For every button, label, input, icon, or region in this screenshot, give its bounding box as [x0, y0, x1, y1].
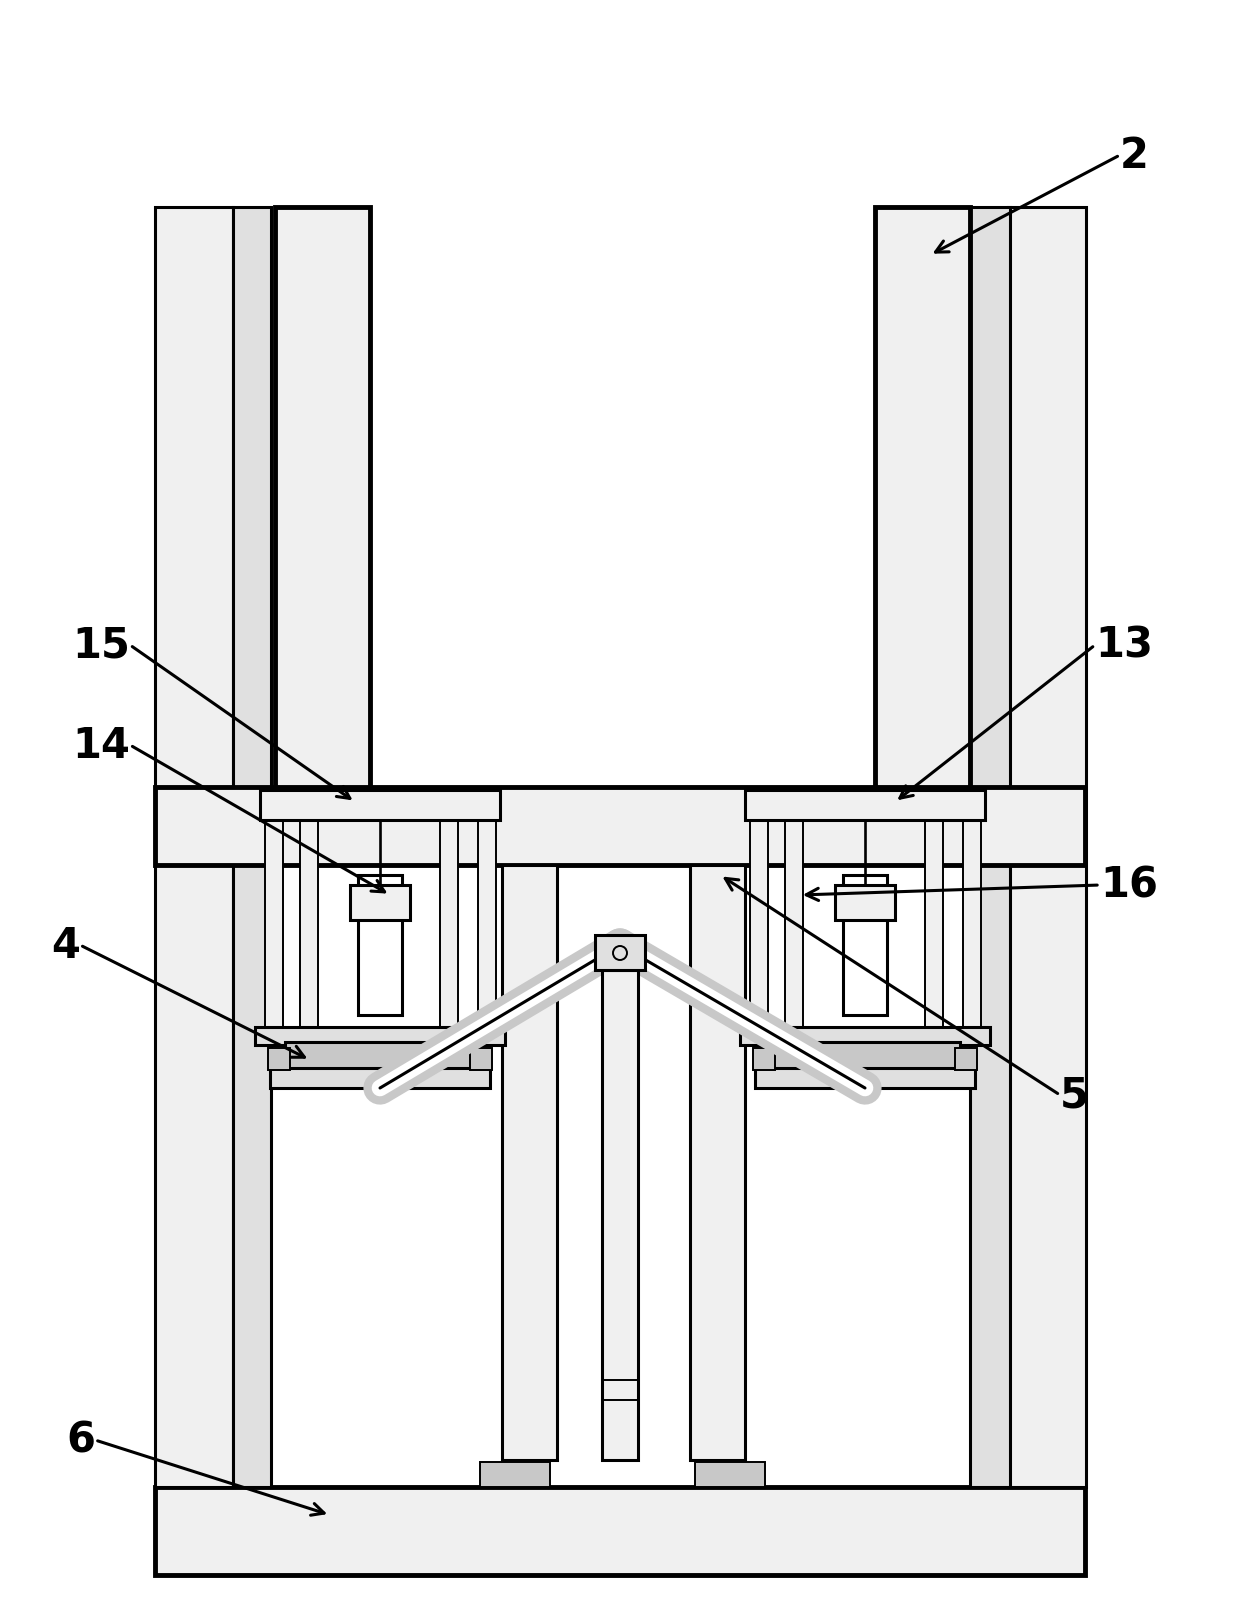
Bar: [265, 820, 283, 1030]
Bar: [502, 865, 557, 1461]
Bar: [255, 1027, 505, 1045]
Bar: [963, 820, 981, 1030]
Bar: [480, 1462, 551, 1488]
Bar: [477, 820, 496, 1030]
Bar: [233, 209, 272, 1488]
Text: 6: 6: [66, 1419, 95, 1461]
Bar: [1008, 209, 1086, 1488]
Bar: [694, 1462, 765, 1488]
Bar: [753, 1048, 775, 1071]
Bar: [740, 1027, 990, 1045]
Bar: [745, 791, 985, 820]
Bar: [155, 788, 1085, 865]
Text: 4: 4: [51, 924, 81, 966]
Bar: [595, 936, 645, 971]
Bar: [755, 1069, 975, 1088]
Bar: [875, 209, 970, 788]
Bar: [275, 209, 370, 788]
Bar: [268, 1048, 290, 1071]
Bar: [155, 1488, 1085, 1575]
Text: 14: 14: [72, 724, 130, 767]
Text: 5: 5: [1060, 1074, 1089, 1117]
Text: 13: 13: [1095, 624, 1153, 666]
Bar: [350, 886, 410, 920]
Bar: [750, 820, 768, 1030]
Bar: [835, 886, 895, 920]
Bar: [601, 971, 639, 1461]
Bar: [689, 865, 745, 1461]
Bar: [260, 791, 500, 820]
Bar: [970, 209, 1011, 1488]
Bar: [285, 1042, 475, 1071]
Bar: [440, 820, 458, 1030]
Bar: [785, 820, 804, 1030]
Bar: [358, 875, 402, 1016]
Bar: [843, 875, 887, 1016]
Bar: [300, 820, 317, 1030]
Text: 16: 16: [1100, 865, 1158, 907]
Bar: [770, 1042, 960, 1071]
Bar: [270, 1069, 490, 1088]
Text: 2: 2: [1120, 135, 1149, 177]
Text: 15: 15: [72, 624, 130, 666]
Bar: [955, 1048, 977, 1071]
Bar: [470, 1048, 492, 1071]
Bar: [155, 209, 233, 1488]
Bar: [925, 820, 942, 1030]
